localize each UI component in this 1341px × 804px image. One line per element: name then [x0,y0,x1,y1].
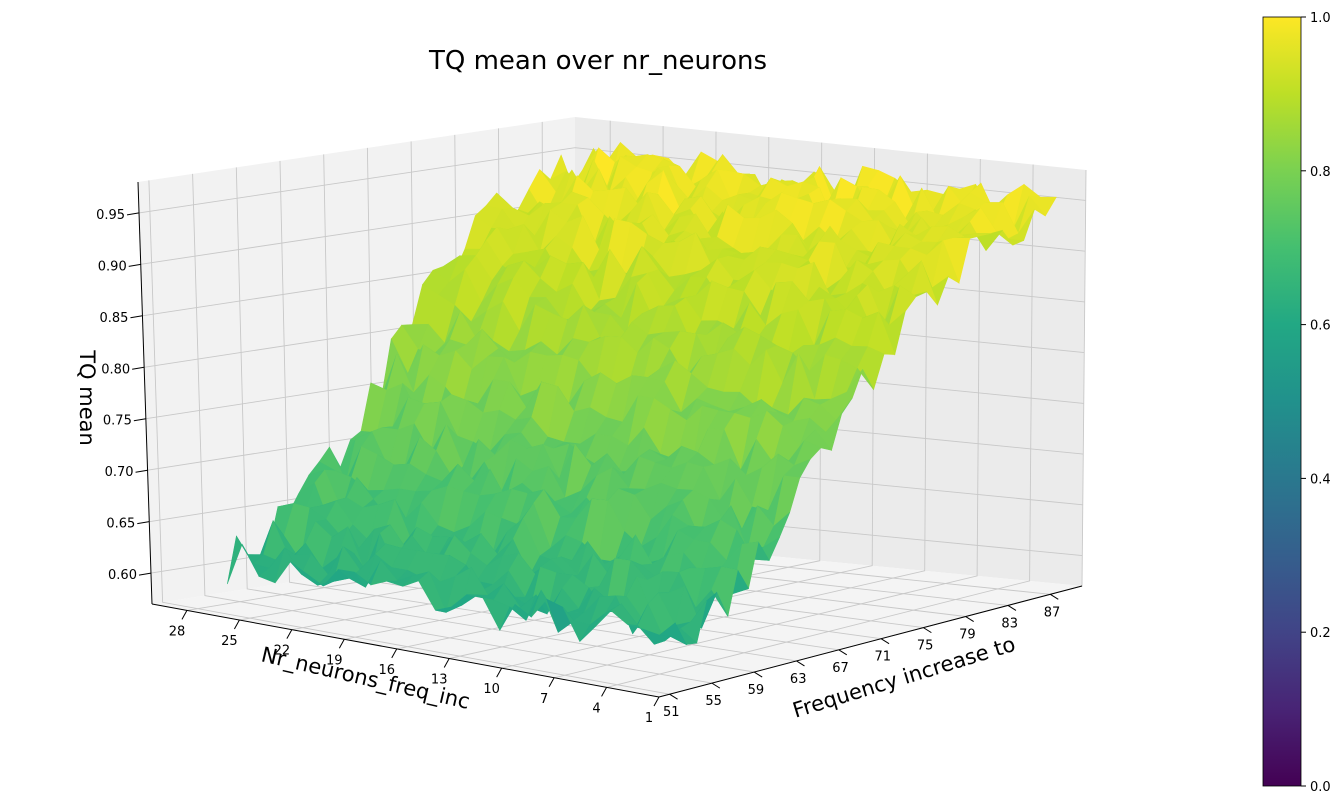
x-tick [965,616,974,622]
x-tick [753,671,763,678]
x-gridline [235,167,755,673]
z-gridline [138,147,1086,214]
x-tick-label: 59 [748,683,765,698]
y-tick-label: 1 [645,711,653,726]
y-gridline [501,153,928,669]
x-tick [880,638,890,645]
z-tick-label: 0.70 [105,465,134,480]
z-tick-label: 0.85 [99,311,128,326]
z-tick-label: 0.60 [108,568,137,583]
colorbar-tick-label: 0.2 [1310,626,1331,641]
x-tick-label: 75 [917,639,934,654]
y-tick [443,658,450,668]
y-tick [233,619,240,630]
x-tick [669,693,678,700]
colorbar-tick-label: 1.0 [1310,11,1331,26]
surface-plot [227,141,1057,646]
y-tick-label: 10 [483,682,500,697]
y-tick-label: 7 [540,692,548,707]
x-tick [923,627,932,634]
x-tick-label: 63 [790,672,807,687]
surface-patch [658,622,687,646]
z-tick [135,469,148,473]
x-tick [1050,593,1059,600]
x-tick-label: 87 [1044,605,1061,620]
z-tick-label: 0.75 [103,414,132,429]
x-tick [838,649,848,656]
x-tick-label: 83 [1001,616,1018,631]
y-tick-label: 13 [431,673,448,688]
y-gridline [606,164,1034,688]
x-gridline [148,180,670,695]
y-tick-label: 28 [169,624,186,639]
z-tick-label: 0.80 [101,362,130,377]
x-tick [711,682,721,689]
z-tick [138,572,152,576]
x-gridline [279,160,797,662]
colorbar-ticks: 0.0 0.2 0.4 0.6 0.8 1.0 [1301,11,1331,795]
y-tick [496,667,503,678]
x-gridline [192,173,712,684]
colorbar [1262,16,1302,787]
colorbar-tick-label: 0.6 [1310,319,1331,334]
z-tick-label: 0.65 [106,517,135,532]
y-tick [338,639,345,649]
z-tick [128,263,141,267]
x-tick-label: 71 [875,650,892,665]
y-tick-label: 22 [274,644,291,659]
y-tick-label: 19 [326,653,343,668]
colorbar-tick-label: 0.4 [1310,472,1331,487]
y-gridline [553,158,981,679]
z-tick [137,521,150,525]
z-axis-line [137,181,153,605]
chart-title: TQ mean over nr_neurons [428,46,767,76]
x-tick [796,660,805,667]
y-tick-label: 16 [378,663,395,678]
axes: 0.60 0.65 0.70 0.75 0.80 0.85 0.90 0.95 28 25 22 19… [96,181,1083,726]
y-tick-label: 4 [592,701,600,716]
colorbar-tick-label: 0.0 [1310,780,1331,795]
z-tick-label: 0.90 [98,259,127,274]
y-tick [548,677,555,688]
y-tick [653,696,660,707]
y-axis-line [151,603,660,698]
y-tick [286,629,293,639]
x-tick-label: 67 [832,661,849,676]
z-tick [126,212,140,216]
z-tick [132,366,145,370]
z-tick [133,418,146,422]
y-tick [181,610,188,620]
z-tick [130,315,143,319]
z-axis-label: TQ mean [75,349,99,446]
x-tick [1007,605,1017,611]
x-axis-line [658,585,1083,698]
x-tick-label: 79 [959,628,976,643]
y-tick-label: 25 [221,634,238,649]
x-tick-label: 51 [663,705,680,720]
colorbar-tick-label: 0.8 [1310,165,1331,180]
y-tick [391,648,398,659]
y-tick [601,687,607,697]
z-tick-label: 0.95 [96,208,125,223]
x-tick-label: 55 [705,694,722,709]
